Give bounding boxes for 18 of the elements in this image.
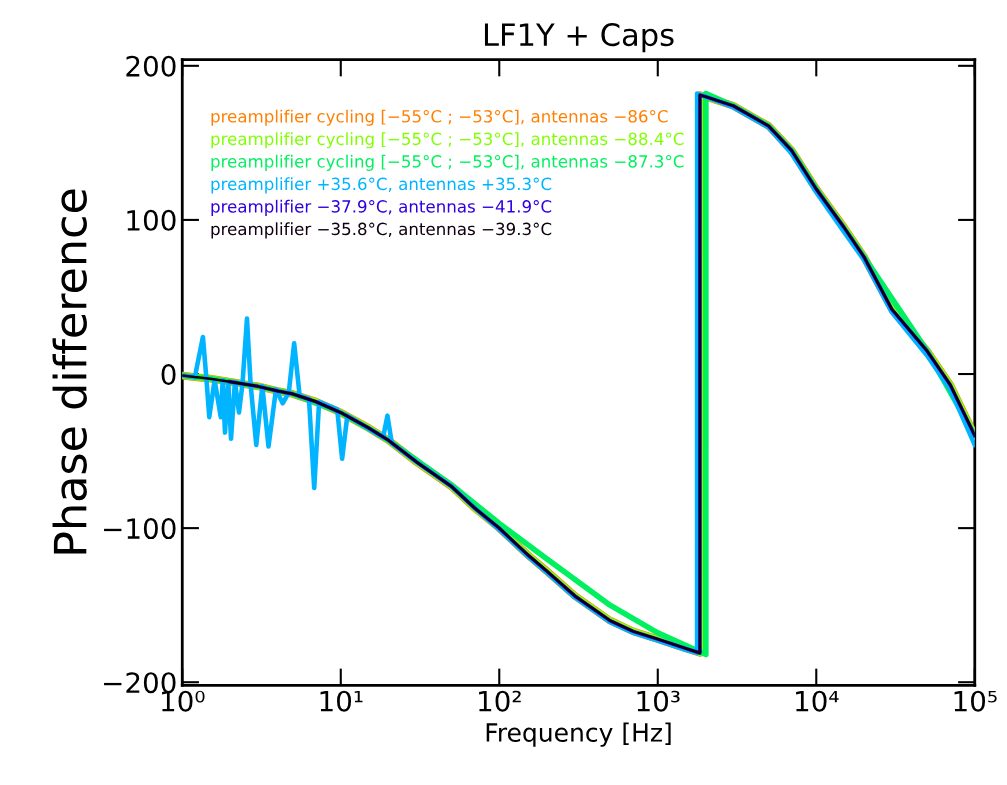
series-label: preamplifier cycling [−55°C ; −53°C], antennas −86°C bbox=[211, 109, 668, 126]
x-axis-title: Frequency [Hz] bbox=[486, 722, 671, 747]
series-label: preamplifier cycling [−55°C ; −53°C], antennas −88.4°C bbox=[211, 132, 684, 149]
y-tick-label: 100 bbox=[127, 209, 176, 231]
x-tick-label: 10¹ bbox=[320, 690, 363, 712]
y-tick-label: 0 bbox=[161, 363, 176, 385]
text: preamplifier −37.9°C, antennas −41.9°C bbox=[211, 199, 552, 216]
y-tick-label: 200 bbox=[126, 55, 176, 77]
x-tick-label: 10³ bbox=[637, 690, 680, 712]
x-tick-label: 10⁴ bbox=[796, 690, 839, 712]
x-tick-label: 10² bbox=[479, 690, 521, 712]
y-tick-label: −100 bbox=[104, 518, 176, 540]
text: preamplifier +35.6°C, antennas +35.3°C bbox=[211, 177, 552, 194]
y-axis-title: Phase difference bbox=[52, 189, 87, 554]
series-label: preamplifier cycling [−55°C ; −53°C], antennas −87.3°C bbox=[211, 154, 684, 171]
x-tick-label: 10⁵ bbox=[954, 690, 997, 712]
legend-label: preamplifier −35.8°C, antennas −39.3°C bbox=[211, 222, 552, 239]
chart-title: LF1Y + Caps bbox=[484, 23, 674, 53]
